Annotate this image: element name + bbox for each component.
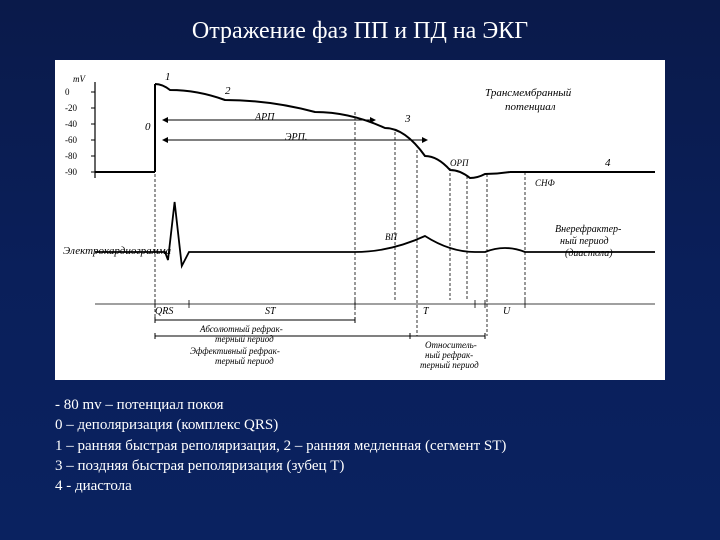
legend: - 80 mv – потенциал покоя0 – деполяризац…: [55, 395, 665, 496]
svg-text:1: 1: [165, 71, 171, 83]
svg-text:терный период: терный период: [215, 356, 274, 366]
legend-line: - 80 mv – потенциал покоя: [55, 395, 665, 415]
svg-text:-60: -60: [65, 135, 77, 145]
svg-text:ЭРП.: ЭРП.: [285, 132, 307, 143]
svg-text:Абсолютный рефрак-: Абсолютный рефрак-: [199, 324, 283, 334]
diagram-container: mV0-20-40-60-80-9012340АРПЭРП.ОРПСНФТран…: [55, 60, 665, 380]
svg-text:ВП: ВП: [385, 232, 397, 242]
svg-text:ный рефрак-: ный рефрак-: [425, 350, 473, 360]
svg-text:ный период: ный период: [560, 236, 609, 247]
ap-ecg-diagram: mV0-20-40-60-80-9012340АРПЭРП.ОРПСНФТран…: [55, 60, 665, 380]
svg-text:-40: -40: [65, 119, 77, 129]
svg-text:U: U: [503, 306, 511, 317]
svg-text:Эффективный рефрак-: Эффективный рефрак-: [190, 346, 280, 356]
slide: Отражение фаз ПП и ПД на ЭКГ mV0-20-40-6…: [0, 0, 720, 540]
svg-text:(диастола): (диастола): [565, 248, 613, 259]
svg-text:2: 2: [225, 85, 231, 97]
svg-text:потенциал: потенциал: [505, 101, 556, 113]
svg-text:-20: -20: [65, 103, 77, 113]
svg-text:Электрокардиограмма: Электрокардиограмма: [63, 245, 172, 257]
svg-text:АРП: АРП: [254, 112, 275, 123]
svg-text:Трансмембранный: Трансмембранный: [485, 87, 572, 99]
svg-text:Относитель-: Относитель-: [425, 340, 477, 350]
svg-text:ST: ST: [265, 306, 277, 317]
svg-text:QRS: QRS: [155, 306, 173, 317]
legend-line: 3 – поздняя быстрая реполяризация (зубец…: [55, 456, 665, 476]
svg-text:-80: -80: [65, 151, 77, 161]
svg-text:терный период: терный период: [420, 360, 479, 370]
svg-text:ОРП: ОРП: [450, 158, 469, 168]
svg-text:0: 0: [145, 121, 151, 133]
svg-text:3: 3: [404, 113, 411, 125]
svg-text:mV: mV: [73, 74, 86, 84]
svg-text:4: 4: [605, 157, 611, 169]
slide-title: Отражение фаз ПП и ПД на ЭКГ: [0, 0, 720, 45]
legend-line: 1 – ранняя быстрая реполяризация, 2 – ра…: [55, 436, 665, 456]
svg-text:-90: -90: [65, 167, 77, 177]
svg-text:0: 0: [65, 87, 70, 97]
svg-text:СНФ: СНФ: [535, 178, 556, 188]
svg-text:Внерефрактер-: Внерефрактер-: [555, 224, 621, 235]
svg-text:T: T: [423, 306, 430, 317]
legend-line: 4 - диастола: [55, 476, 665, 496]
legend-line: 0 – деполяризация (комплекс QRS): [55, 415, 665, 435]
svg-text:терный период: терный период: [215, 334, 274, 344]
